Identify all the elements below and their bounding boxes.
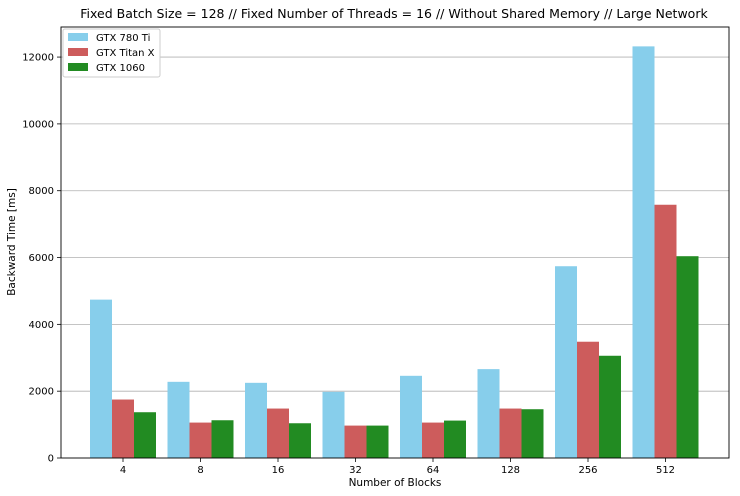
y-axis-label: Backward Time [ms] <box>6 188 18 296</box>
bar <box>267 408 289 458</box>
legend-swatch <box>68 33 88 41</box>
y-tick-label: 0 <box>48 454 54 465</box>
legend-swatch <box>68 48 88 56</box>
bar <box>555 266 577 458</box>
y-tick-label: 4000 <box>29 320 54 331</box>
grid-lines <box>61 56 729 392</box>
x-tick-label: 16 <box>272 465 285 476</box>
y-tick-label: 10000 <box>22 119 54 130</box>
y-tick-label: 2000 <box>29 387 54 398</box>
x-axis-ticks: 4 8 16 32 64 128 256 512 <box>120 458 675 476</box>
bar <box>289 423 311 458</box>
bar <box>444 420 466 458</box>
bar <box>211 420 234 458</box>
bar <box>344 425 367 458</box>
x-tick-label: 8 <box>197 465 203 476</box>
bar <box>499 408 522 458</box>
bar <box>632 46 655 458</box>
bar <box>599 355 621 458</box>
bar <box>422 422 444 458</box>
bar <box>676 256 699 458</box>
y-tick-label: 6000 <box>29 253 54 264</box>
x-tick-label: 512 <box>656 465 675 476</box>
bar <box>189 422 212 458</box>
x-tick-label: 4 <box>120 465 126 476</box>
bar <box>521 409 544 458</box>
bar <box>477 369 500 458</box>
bar <box>366 425 389 458</box>
y-axis-ticks: 0 2000 4000 6000 8000 10000 12000 <box>22 53 61 465</box>
legend: GTX 780 Ti GTX Titan X GTX 1060 <box>62 28 161 78</box>
legend-label: GTX 780 Ti <box>96 33 150 44</box>
bar <box>322 391 345 458</box>
bar <box>245 382 267 458</box>
bar <box>400 375 422 458</box>
x-tick-label: 32 <box>349 465 362 476</box>
x-tick-label: 256 <box>578 465 597 476</box>
x-tick-label: 64 <box>427 465 440 476</box>
legend-label: GTX 1060 <box>96 63 145 74</box>
bar <box>577 341 599 458</box>
bar <box>90 299 112 458</box>
legend-swatch <box>68 63 88 71</box>
bar <box>134 412 156 458</box>
bar <box>167 381 190 458</box>
bar <box>112 399 134 458</box>
legend-label: GTX Titan X <box>96 48 155 59</box>
x-tick-label: 128 <box>501 465 520 476</box>
plot-frame <box>60 26 730 459</box>
bar <box>654 204 677 458</box>
bars <box>90 46 699 458</box>
y-tick-label: 8000 <box>29 186 54 197</box>
y-tick-label: 12000 <box>22 53 54 64</box>
x-axis-label: Number of Blocks <box>349 477 442 489</box>
chart-title: Fixed Batch Size = 128 // Fixed Number o… <box>80 6 708 21</box>
